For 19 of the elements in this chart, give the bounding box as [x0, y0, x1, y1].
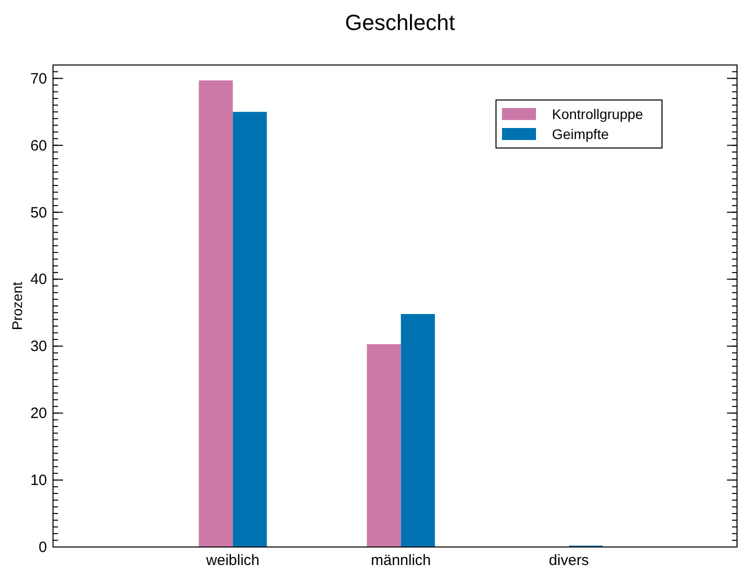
y-tick-label: 20: [30, 405, 47, 422]
y-tick-label: 0: [38, 539, 47, 556]
y-tick-label: 50: [30, 204, 47, 222]
y-tick-label: 60: [30, 137, 47, 154]
y-tick-label: 70: [30, 70, 47, 88]
x-tick-label: divers: [548, 552, 589, 569]
x-tick-label: männlich: [370, 552, 431, 569]
bar: [400, 314, 435, 547]
legend-label: Geimpfte: [552, 126, 610, 142]
legend-label: Kontrollgruppe: [552, 106, 644, 122]
y-axis-title: Prozent: [9, 282, 25, 330]
y-tick-label: 30: [30, 338, 47, 356]
bar: [232, 112, 267, 547]
bar: [198, 80, 233, 547]
y-tick-label: 10: [30, 472, 47, 490]
x-tick-label: weiblich: [205, 552, 260, 569]
y-tick-label: 40: [30, 271, 47, 288]
bar: [366, 344, 401, 547]
chart-title: Geschlecht: [344, 10, 456, 35]
